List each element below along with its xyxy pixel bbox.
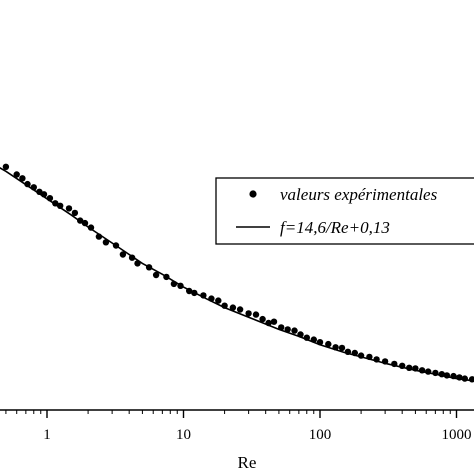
legend-label-fit: f=14,6/Re+0,13	[280, 218, 390, 237]
data-point	[270, 318, 278, 325]
data-point	[163, 273, 170, 281]
data-point	[432, 369, 439, 377]
x-tick-label: 10	[176, 427, 191, 443]
legend-box	[215, 177, 474, 245]
data-point	[208, 295, 215, 302]
x-axis-ticks: 1 10 100 1000	[5, 410, 472, 443]
x-tick-label: 100	[309, 427, 332, 443]
data-point	[278, 324, 285, 331]
data-point	[13, 171, 20, 178]
data-point	[65, 205, 73, 212]
data-point	[119, 251, 127, 258]
data-point	[177, 282, 184, 289]
data-point	[450, 372, 457, 380]
data-point	[152, 271, 160, 279]
data-point	[303, 334, 310, 341]
data-point	[221, 302, 228, 309]
data-point	[102, 239, 110, 246]
data-point	[373, 356, 380, 363]
data-point	[71, 209, 79, 217]
data-point	[87, 224, 95, 231]
data-point	[19, 175, 26, 182]
data-point	[77, 217, 84, 224]
x-tick-label: 1000	[442, 427, 472, 443]
data-point	[186, 287, 193, 295]
x-axis-title: Re	[238, 453, 257, 472]
fit-curve	[0, 167, 474, 382]
data-point	[134, 260, 141, 267]
data-point	[357, 352, 365, 359]
legend-label-points: valeurs expérimentales	[280, 185, 438, 204]
data-point	[30, 184, 37, 191]
data-point	[229, 304, 237, 311]
data-point	[284, 326, 291, 333]
data-point	[381, 358, 389, 365]
data-point	[128, 254, 136, 261]
data-point	[112, 242, 120, 249]
data-point	[2, 163, 10, 170]
data-point	[438, 371, 445, 378]
data-point	[310, 336, 317, 343]
data-point	[81, 219, 89, 227]
data-point	[46, 195, 54, 202]
data-point	[456, 374, 463, 381]
data-point	[170, 280, 178, 288]
data-point	[95, 233, 103, 240]
data-point	[145, 264, 153, 271]
data-point	[338, 344, 346, 352]
data-point	[412, 365, 419, 372]
data-point	[468, 376, 474, 383]
data-point	[366, 353, 373, 361]
data-point	[316, 339, 324, 346]
x-tick-label: 1	[43, 427, 51, 443]
legend-marker-points	[249, 190, 257, 198]
data-point	[399, 362, 406, 369]
legend: valeurs expérimentales f=14,6/Re+0,13	[215, 177, 474, 245]
data-point	[52, 200, 59, 207]
data-point	[252, 311, 260, 318]
data-point	[461, 375, 468, 382]
data-point	[425, 368, 432, 375]
data-point	[332, 344, 339, 351]
data-point	[406, 364, 413, 371]
data-point	[57, 202, 64, 209]
data-point	[291, 327, 298, 334]
data-point	[297, 331, 304, 338]
data-point	[418, 367, 426, 374]
data-point	[325, 340, 332, 348]
data-point	[443, 372, 451, 379]
data-point	[265, 319, 272, 327]
plot-area	[0, 163, 474, 383]
data-point	[215, 297, 222, 304]
data-point	[24, 180, 31, 188]
data-point	[351, 349, 358, 357]
data-point	[191, 289, 198, 297]
data-point	[40, 191, 48, 198]
data-point	[200, 292, 207, 299]
data-point	[259, 315, 266, 323]
data-point	[236, 306, 244, 313]
data-point	[391, 360, 398, 368]
data-point	[344, 348, 352, 355]
data-point	[245, 310, 252, 317]
